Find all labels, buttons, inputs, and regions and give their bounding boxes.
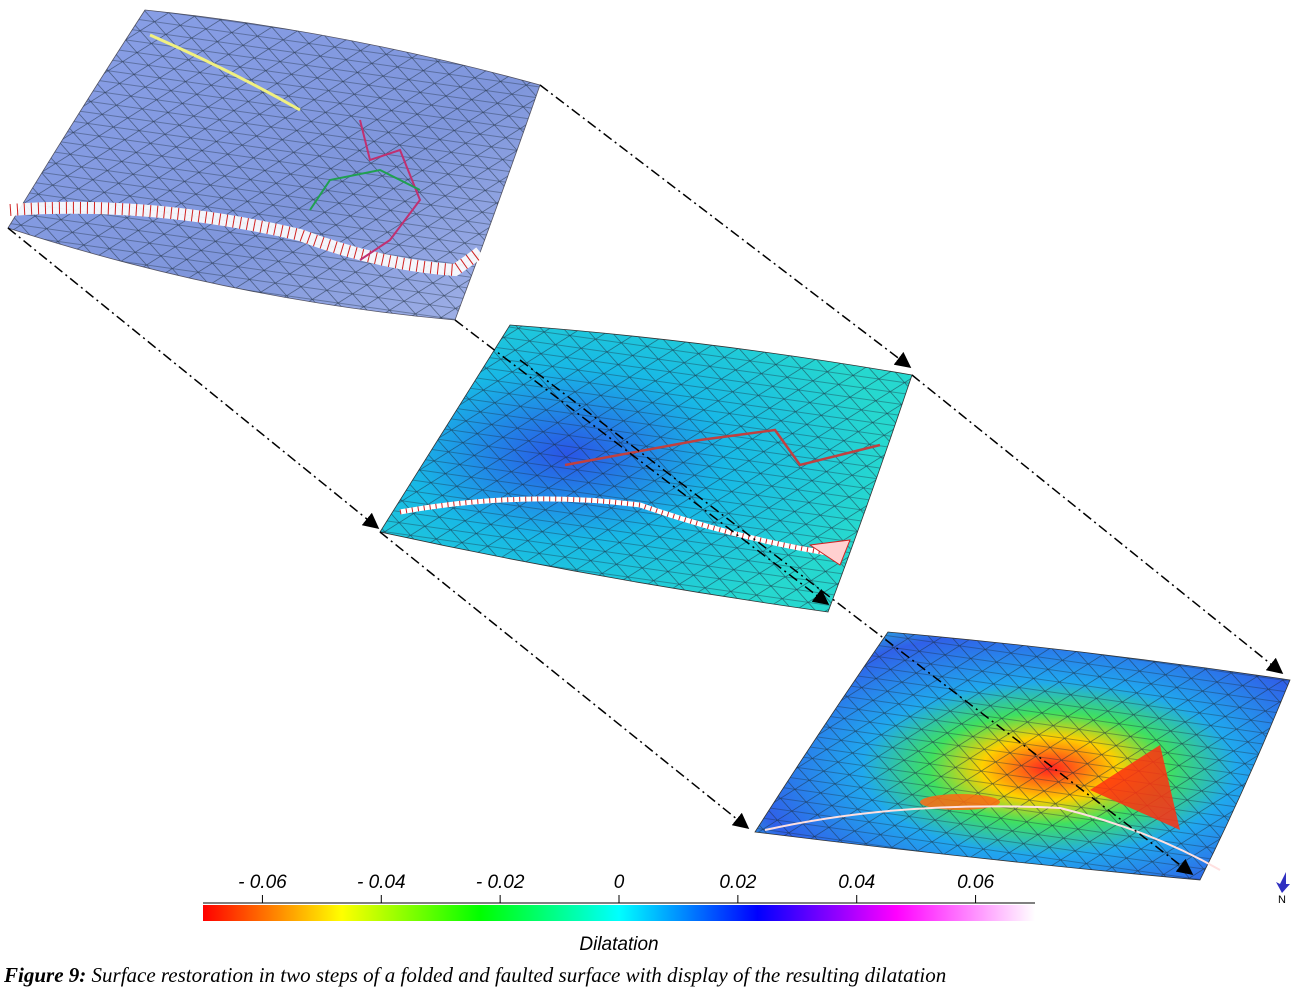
colorbar: - 0.06 - 0.04 - 0.02 0 0.02 0.04 0.06 Dilatatio… bbox=[203, 872, 1035, 955]
page: {"chart_data": {"type": "colorbar", "xla… bbox=[0, 0, 1297, 988]
figure: N - 0.06 - 0.04 - 0.02 0 0.02 0.04 0.06 Dilatat… bbox=[0, 0, 1297, 988]
colorbar-bar bbox=[203, 905, 1035, 921]
caption: Figure 9: Surface restoration in two ste… bbox=[3, 963, 946, 987]
tick-label: - 0.06 bbox=[238, 872, 287, 893]
tick-label: 0.02 bbox=[719, 872, 756, 893]
compass-label: N bbox=[1278, 894, 1286, 906]
tick-label: 0.06 bbox=[957, 872, 994, 893]
tick-label: 0 bbox=[614, 872, 625, 893]
arrow bbox=[540, 85, 910, 367]
axis-label: Dilatation bbox=[579, 934, 658, 955]
surface-restored bbox=[755, 632, 1290, 880]
surface-intermediate bbox=[380, 325, 912, 612]
surface-initial bbox=[8, 10, 540, 320]
compass: N bbox=[1276, 872, 1290, 906]
caption-text: Surface restoration in two steps of a fo… bbox=[92, 963, 947, 987]
tick-label: - 0.02 bbox=[476, 872, 525, 893]
caption-label: Figure 9: bbox=[3, 963, 86, 987]
tick-label: - 0.04 bbox=[357, 872, 406, 893]
arrow bbox=[912, 375, 1282, 673]
tick-label: 0.04 bbox=[838, 872, 875, 893]
